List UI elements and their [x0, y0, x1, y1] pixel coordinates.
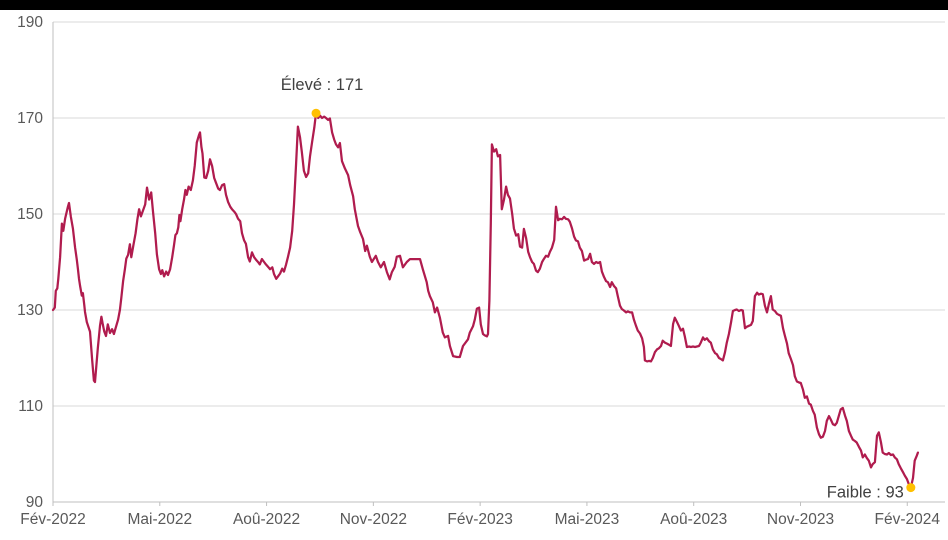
x-tick-label: Mai-2022 — [127, 511, 192, 528]
x-tick-label: Fév-2024 — [875, 511, 941, 528]
high-annotation-label: Élevé : 171 — [281, 75, 364, 94]
y-tick-label: 90 — [26, 494, 44, 511]
x-tick-label: Nov-2023 — [767, 511, 834, 528]
y-tick-label: 130 — [17, 302, 43, 319]
y-tick-label: 150 — [17, 206, 43, 223]
high-marker-icon — [311, 108, 321, 118]
x-tick-label: Fév-2022 — [20, 511, 85, 528]
x-tick-label: Aoû-2023 — [660, 511, 727, 528]
x-tick-label: Mai-2023 — [555, 511, 620, 528]
y-tick-label: 170 — [17, 110, 43, 127]
top-black-bar — [0, 0, 948, 10]
low-annotation-label: Faible : 93 — [827, 484, 904, 502]
y-tick-label: 110 — [18, 398, 43, 415]
y-tick-label: 190 — [17, 14, 43, 31]
x-tick-label: Fév-2023 — [447, 511, 512, 528]
x-tick-label: Nov-2022 — [340, 511, 407, 528]
low-marker-icon — [906, 483, 916, 493]
x-tick-label: Aoû-2022 — [233, 511, 300, 528]
price-series-line — [51, 112, 920, 489]
